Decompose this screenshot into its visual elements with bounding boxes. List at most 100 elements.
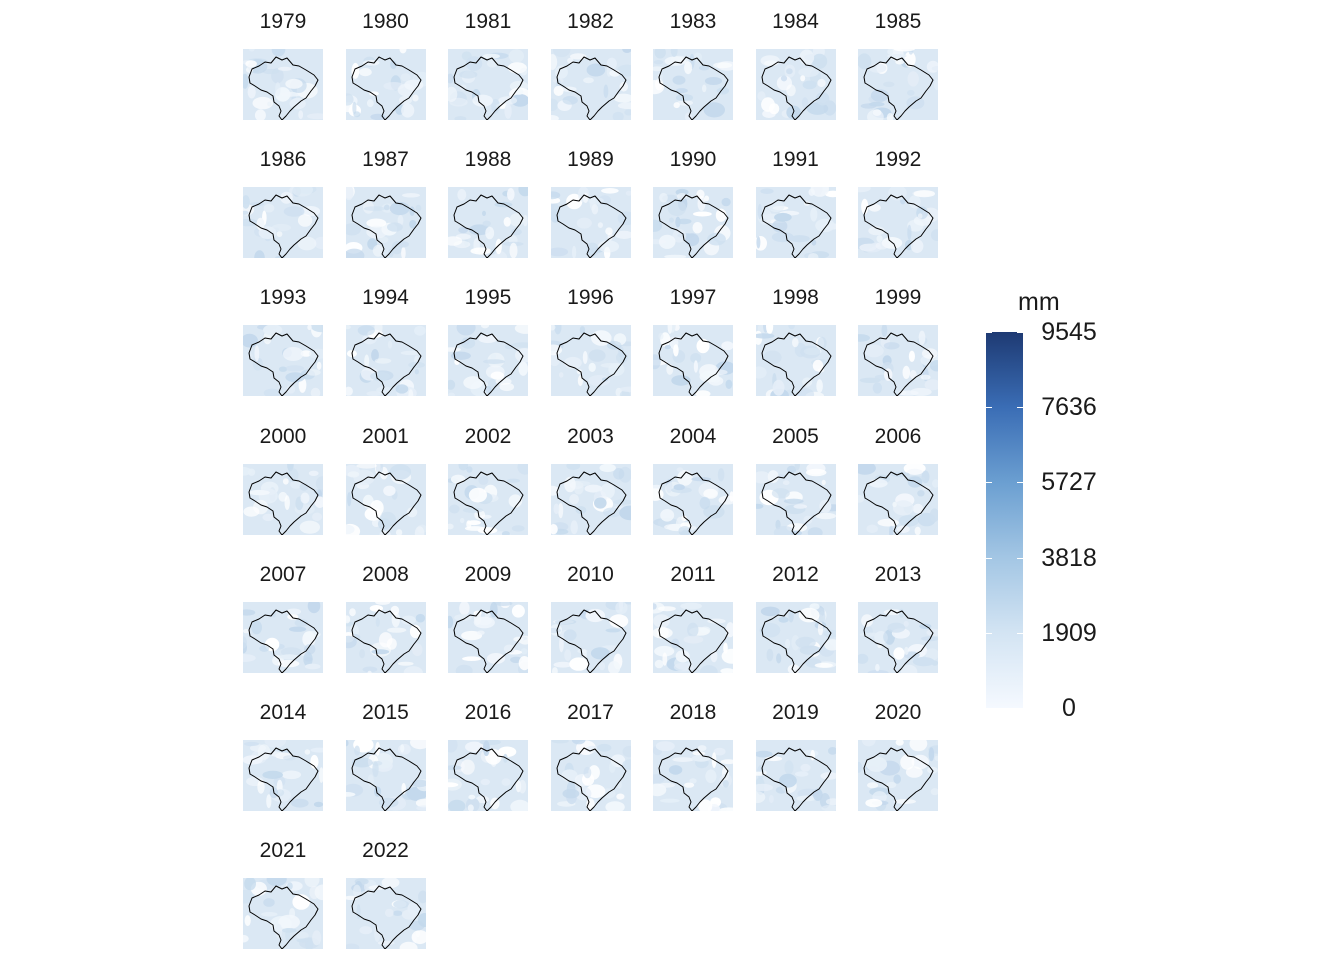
precipitation-cell [511,524,525,532]
precipitation-cell [755,503,763,509]
precipitation-cell [352,111,360,118]
precipitation-cell [669,217,674,223]
precipitation-cell [400,246,406,259]
brazil-outline [248,609,319,673]
panel-year-label: 1987 [362,148,409,172]
precipitation-cell [818,499,831,513]
precipitation-cell [550,54,557,70]
panel-year-label: 2007 [259,562,307,586]
precipitation-cell [345,635,357,648]
precipitation-cell [462,507,484,513]
precipitation-cell [664,345,671,350]
precipitation-cell [520,67,528,76]
precipitation-cell [858,494,865,503]
precipitation-cell [352,884,361,898]
precipitation-cell [689,778,697,784]
precipitation-cell [618,505,631,520]
precipitation-cell [860,103,877,109]
brazil-outline [248,194,319,259]
precipitation-cell [303,651,313,667]
precipitation-cell [908,350,915,363]
precipitation-cell [913,190,935,198]
precipitation-map [755,740,836,811]
precipitation-cell [463,376,483,390]
precipitation-cell [263,388,281,397]
precipitation-cell [608,69,620,77]
precipitation-cell [372,245,384,257]
precipitation-cell [384,908,394,918]
map-panel-1986: 1986 [243,148,323,259]
precipitation-cell [653,484,662,489]
precipitation-cell [612,467,624,480]
precipitation-cell [401,193,420,198]
brazil-outline [453,56,524,120]
precipitation-cell [815,512,836,519]
precipitation-cell [286,385,296,394]
panel-year-label: 1995 [464,286,512,310]
precipitation-cell [399,941,418,950]
precipitation-cell [606,341,621,351]
precipitation-cell [883,342,900,350]
precipitation-cell [625,190,631,196]
precipitation-cell [787,609,794,623]
precipitation-cell [660,508,675,522]
precipitation-cell [271,610,276,618]
precipitation-cell [785,68,793,75]
precipitation-cell [917,213,923,219]
precipitation-cell [358,926,372,935]
precipitation-cell [928,747,935,762]
precipitation-cell [314,236,323,250]
precipitation-cell [906,468,923,475]
precipitation-cell [550,523,558,534]
precipitation-cell [699,496,711,509]
precipitation-cell [773,525,795,535]
precipitation-cell [409,740,426,750]
precipitation-cell [257,780,265,794]
precipitation-cell [619,386,631,393]
precipitation-cell [864,344,884,358]
precipitation-cell [454,116,467,120]
precipitation-cell [783,498,804,504]
precipitation-cell [411,94,419,102]
precipitation-cell [271,224,292,232]
precipitation-cell [787,325,795,330]
precipitation-map [858,601,938,673]
precipitation-cell [448,523,454,529]
precipitation-cell [909,370,917,380]
precipitation-cell [809,207,817,222]
precipitation-cell [345,943,359,950]
precipitation-cell [550,115,559,120]
panel-year-label: 1988 [464,148,512,172]
map-panel-1983: 1983 [653,10,733,120]
precipitation-cell [448,799,466,811]
map-panel-1991: 1991 [755,148,836,259]
precipitation-cell [693,211,712,217]
precipitation-cell [907,89,915,96]
map-panel-2000: 2000 [243,425,323,535]
legend-tick-mark [1017,557,1023,559]
brazil-outline [658,471,729,535]
precipitation-cell [408,920,425,931]
precipitation-cell [355,463,377,469]
precipitation-cell [503,644,515,654]
precipitation-cell [314,884,323,901]
precipitation-cell [365,225,387,239]
precipitation-cell [307,113,323,120]
precipitation-cell [720,759,733,765]
precipitation-cell [366,99,374,108]
precipitation-cell [459,70,478,79]
precipitation-cell [886,113,894,120]
precipitation-cell [462,656,482,661]
precipitation-map [653,325,733,397]
panel-year-label: 1981 [464,10,512,33]
precipitation-map [345,325,426,397]
precipitation-cell [460,759,475,775]
precipitation-cell [392,900,409,909]
panel-year-label: 1998 [772,286,819,310]
precipitation-cell [755,470,771,484]
precipitation-cell [621,759,631,770]
precipitation-map [755,49,836,120]
precipitation-cell [653,354,661,370]
precipitation-cell [450,474,466,484]
precipitation-cell [550,325,555,331]
